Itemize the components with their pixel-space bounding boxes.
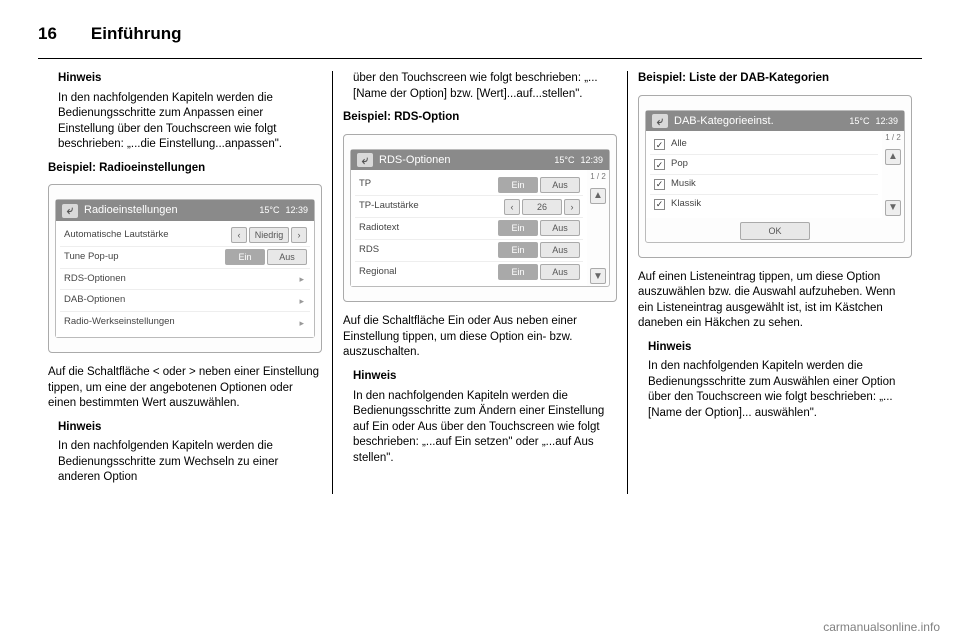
- list-item[interactable]: ✓ Musik: [650, 175, 878, 195]
- setting-row[interactable]: Automatische Lautstärke ‹ Niedrig ›: [60, 225, 310, 247]
- setting-row[interactable]: Radio-Werkseinstellungen ▸: [60, 312, 310, 333]
- setting-row[interactable]: Regional Ein Aus: [355, 262, 583, 283]
- list-item-label: Musik: [671, 178, 696, 191]
- page-indicator: 1 / 2: [590, 172, 606, 183]
- toggle-off[interactable]: Aus: [540, 177, 580, 193]
- temp-display: 15°C: [849, 115, 869, 127]
- row-label: Radiotext: [357, 220, 497, 237]
- back-icon[interactable]: ⤶: [652, 114, 668, 128]
- chevron-left-icon[interactable]: ‹: [231, 227, 247, 243]
- time-display: 12:39: [285, 204, 308, 216]
- time-display: 12:39: [875, 115, 898, 127]
- list-item-label: Alle: [671, 138, 687, 151]
- body-text: über den Touchscreen wie folgt beschrieb…: [353, 71, 617, 102]
- example-heading: Beispiel: RDS-Option: [343, 110, 617, 126]
- setting-row[interactable]: Radiotext Ein Aus: [355, 218, 583, 240]
- list-item[interactable]: ✓ Alle: [650, 135, 878, 155]
- setting-row[interactable]: RDS Ein Aus: [355, 240, 583, 262]
- toggle-off[interactable]: Aus: [540, 264, 580, 280]
- panel-title: Radioeinstellungen: [84, 203, 253, 218]
- checkbox-icon[interactable]: ✓: [654, 199, 665, 210]
- column-1: Hinweis In den nachfolgenden Kapiteln we…: [38, 71, 332, 494]
- column-2: über den Touchscreen wie folgt beschrieb…: [332, 71, 627, 494]
- row-label: RDS: [357, 242, 497, 259]
- body-text: Auf die Schaltfläche Ein oder Aus neben …: [343, 314, 617, 361]
- toggle-on[interactable]: Ein: [498, 177, 538, 193]
- panel-title: RDS-Optionen: [379, 153, 548, 168]
- row-label: Tune Pop-up: [62, 249, 224, 266]
- row-label: DAB-Optionen: [62, 292, 299, 309]
- dab-categories-screenshot: ⤶ DAB-Kategorieeinst. 15°C 12:39 ✓ Alle: [638, 95, 912, 258]
- row-value: Niedrig: [249, 227, 289, 243]
- setting-row[interactable]: RDS-Optionen ▸: [60, 269, 310, 291]
- hinweis-body: In den nachfolgenden Kapiteln werden die…: [353, 389, 617, 467]
- chevron-right-icon[interactable]: ›: [564, 199, 580, 215]
- row-label: Regional: [357, 264, 497, 281]
- toggle-off[interactable]: Aus: [267, 249, 307, 265]
- scroll-down-icon[interactable]: ▼: [590, 268, 606, 284]
- setting-row[interactable]: TP-Lautstärke ‹ 26 ›: [355, 196, 583, 218]
- list-item-label: Pop: [671, 158, 688, 171]
- chevron-right-icon: ▸: [299, 317, 308, 329]
- row-label: Automatische Lautstärke: [62, 227, 230, 244]
- back-icon[interactable]: ⤶: [357, 153, 373, 167]
- hinweis-heading: Hinweis: [353, 369, 617, 385]
- setting-row[interactable]: DAB-Optionen ▸: [60, 290, 310, 312]
- toggle-on[interactable]: Ein: [498, 220, 538, 236]
- chevron-left-icon[interactable]: ‹: [504, 199, 520, 215]
- toggle-on[interactable]: Ein: [498, 242, 538, 258]
- row-label: TP-Lautstärke: [357, 198, 503, 215]
- chapter-title: Einführung: [91, 24, 182, 44]
- rds-options-screenshot: ⤶ RDS-Optionen 15°C 12:39 TP Ein Aus: [343, 134, 617, 303]
- hinweis-body: In den nachfolgenden Kapiteln werden die…: [58, 439, 322, 486]
- row-label: RDS-Optionen: [62, 271, 299, 288]
- toggle-off[interactable]: Aus: [540, 242, 580, 258]
- list-item[interactable]: ✓ Pop: [650, 155, 878, 175]
- setting-row[interactable]: TP Ein Aus: [355, 174, 583, 196]
- hinweis-heading: Hinweis: [58, 420, 322, 436]
- scroll-up-icon[interactable]: ▲: [885, 149, 901, 165]
- chevron-right-icon: ▸: [299, 273, 308, 285]
- toggle-on[interactable]: Ein: [225, 249, 265, 265]
- body-text: Auf die Schaltfläche < oder > neben eine…: [48, 365, 322, 412]
- setting-row[interactable]: Tune Pop-up Ein Aus: [60, 247, 310, 269]
- row-label: TP: [357, 176, 497, 193]
- checkbox-icon[interactable]: ✓: [654, 139, 665, 150]
- hinweis-heading: Hinweis: [648, 340, 912, 356]
- temp-display: 15°C: [554, 154, 574, 166]
- row-label: Radio-Werkseinstellungen: [62, 314, 299, 331]
- page-number: 16: [38, 24, 57, 44]
- scroll-down-icon[interactable]: ▼: [885, 200, 901, 216]
- toggle-on[interactable]: Ein: [498, 264, 538, 280]
- row-value: 26: [522, 199, 562, 215]
- chevron-right-icon: ▸: [299, 295, 308, 307]
- example-heading: Beispiel: Liste der DAB-Kategorien: [638, 71, 912, 87]
- toggle-off[interactable]: Aus: [540, 220, 580, 236]
- ok-button[interactable]: OK: [740, 222, 810, 240]
- checkbox-icon[interactable]: ✓: [654, 179, 665, 190]
- watermark: carmanualsonline.info: [823, 620, 940, 634]
- list-item[interactable]: ✓ Klassik: [650, 195, 878, 214]
- time-display: 12:39: [580, 154, 603, 166]
- temp-display: 15°C: [259, 204, 279, 216]
- scroll-up-icon[interactable]: ▲: [590, 188, 606, 204]
- hinweis-body: In den nachfolgenden Kapiteln werden die…: [58, 91, 322, 153]
- column-3: Beispiel: Liste der DAB-Kategorien ⤶ DAB…: [627, 71, 922, 494]
- example-heading: Beispiel: Radioeinstellungen: [48, 161, 322, 177]
- body-text: Auf einen Listeneintrag tippen, um diese…: [638, 270, 912, 332]
- list-item-label: Klassik: [671, 198, 701, 211]
- hinweis-heading: Hinweis: [58, 71, 322, 87]
- radio-settings-screenshot: ⤶ Radioeinstellungen 15°C 12:39 Automati…: [48, 184, 322, 353]
- chevron-right-icon[interactable]: ›: [291, 227, 307, 243]
- checkbox-icon[interactable]: ✓: [654, 159, 665, 170]
- page-indicator: 1 / 2: [885, 133, 901, 144]
- back-icon[interactable]: ⤶: [62, 204, 78, 218]
- hinweis-body: In den nachfolgenden Kapiteln werden die…: [648, 359, 912, 421]
- panel-title: DAB-Kategorieeinst.: [674, 114, 843, 129]
